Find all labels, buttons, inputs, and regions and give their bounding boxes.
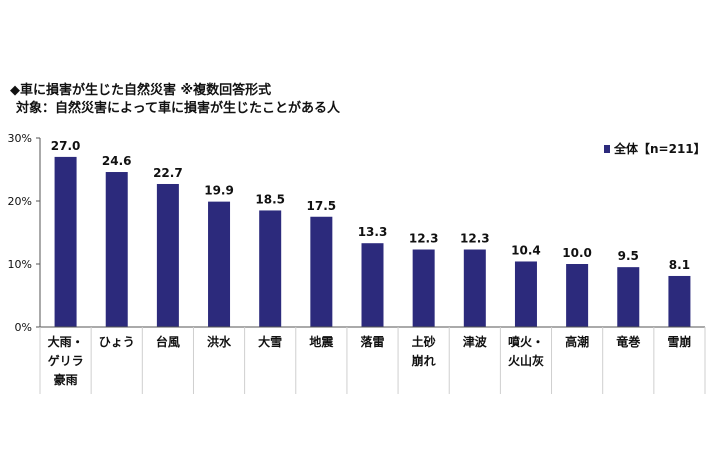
data-label: 12.3 [409, 232, 439, 246]
chart-header: ◆車に損害が生じた自然災害 ※複数回答形式 対象：自然災害によって車に損害が生じ… [10, 82, 340, 118]
data-label: 10.0 [562, 246, 592, 260]
data-label: 12.3 [460, 232, 490, 246]
data-label: 10.4 [511, 243, 541, 257]
data-label: 22.7 [153, 166, 183, 180]
category-label: 高潮 [565, 334, 589, 349]
bar [105, 172, 128, 327]
data-labels: 27.0 24.6 22.7 19.9 18.5 17.5 13.3 12.3 12.3 10.4… [51, 139, 690, 272]
bar [156, 183, 179, 327]
category-label: 台風 [156, 334, 180, 349]
category-label: 洪水 [207, 334, 232, 349]
category-label: ゲリラ [48, 353, 84, 368]
data-label: 8.1 [669, 258, 690, 272]
chart-subtitle: 対象：自然災害によって車に損害が生じたことがある人 [16, 101, 340, 116]
category-label: ひょう [99, 335, 135, 349]
category-label: 噴火・ [508, 334, 544, 349]
data-label: 27.0 [51, 139, 81, 153]
category-label: 竜巻 [616, 334, 641, 349]
bar [259, 210, 282, 327]
chart-title: ◆車に損害が生じた自然災害 ※複数回答形式 [10, 83, 272, 98]
data-label: 9.5 [618, 249, 639, 263]
bar [361, 243, 384, 327]
data-label: 24.6 [102, 154, 132, 168]
bar [566, 264, 589, 327]
y-tick-label: 10% [8, 258, 32, 271]
category-label: 崩れ [412, 353, 436, 368]
category-label: 大雪 [258, 334, 282, 349]
y-tick-label: 30% [8, 132, 32, 145]
data-label: 19.9 [204, 184, 234, 198]
y-axis: 0% 10% 20% 30% [8, 132, 41, 334]
bar [310, 216, 333, 327]
bar [668, 275, 691, 327]
category-label: 火山灰 [508, 353, 544, 368]
category-label: 地震 [309, 334, 334, 349]
legend-label: 全体【n=211】 [613, 141, 706, 156]
data-label: 13.3 [358, 225, 388, 239]
bar [54, 156, 77, 327]
data-label: 17.5 [307, 199, 337, 213]
legend: 全体【n=211】 [604, 141, 706, 156]
category-label: 雪崩 [667, 334, 691, 349]
bars [54, 156, 691, 327]
bar [463, 249, 486, 327]
bar [412, 249, 435, 327]
data-label: 18.5 [255, 192, 285, 206]
category-label: 豪雨 [54, 372, 78, 387]
y-tick-label: 0% [15, 321, 32, 334]
bar [208, 201, 231, 327]
category-label: 大雨・ [48, 334, 84, 349]
bar [617, 267, 640, 327]
category-label: 落雷 [360, 334, 384, 349]
category-label: 津波 [463, 334, 488, 349]
legend-swatch [604, 145, 610, 153]
y-tick-label: 20% [8, 195, 32, 208]
bar [514, 261, 537, 327]
category-label: 土砂 [412, 334, 436, 349]
